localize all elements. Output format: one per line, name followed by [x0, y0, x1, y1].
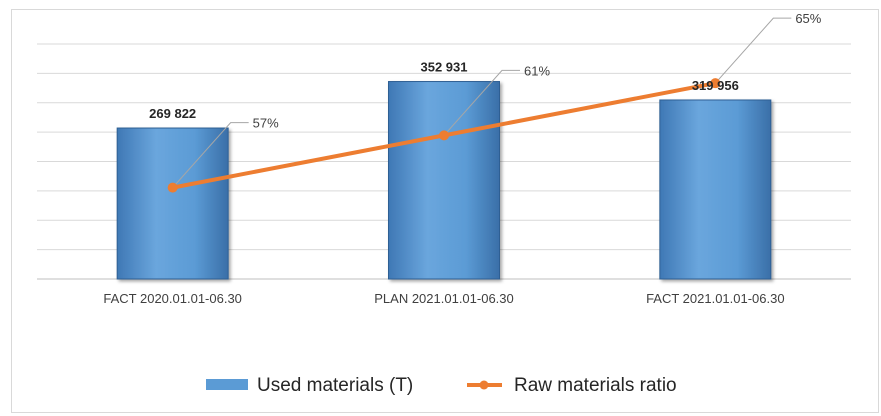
- line-value-label: 57%: [253, 116, 279, 131]
- leader-line: [714, 17, 792, 84]
- legend-swatch-bars: [206, 379, 248, 390]
- line-series: [167, 78, 721, 193]
- legend: Used materials (T) Raw materials ratio: [206, 375, 677, 396]
- bar: [388, 81, 500, 280]
- bar-value-label: 352 931: [421, 60, 468, 75]
- x-axis-ticks: FACT 2020.01.01-06.30 PLAN 2021.01.01-06.…: [103, 291, 784, 306]
- x-tick-label: PLAN 2021.01.01-06.30: [374, 291, 514, 306]
- legend-swatch-marker: [479, 380, 489, 390]
- legend-label-bars: Used materials (T): [257, 375, 413, 396]
- line-value-label: 65%: [795, 11, 821, 26]
- line-value-label: 61%: [524, 63, 550, 78]
- bar-value-label: 319 956: [692, 78, 739, 93]
- x-tick-label: FACT 2020.01.01-06.30: [103, 291, 242, 306]
- bar: [116, 127, 229, 280]
- x-tick-label: FACT 2021.01.01-06.30: [646, 291, 785, 306]
- bar-value-label: 269 822: [149, 106, 196, 121]
- data-labels: 269 822 57% 352 931 61% 319 956 65%: [149, 11, 822, 130]
- bar-series: [116, 81, 772, 280]
- leader-lines: [172, 17, 792, 188]
- line-marker: [710, 78, 721, 89]
- legend-label-line: Raw materials ratio: [514, 375, 677, 396]
- leader-line: [172, 122, 249, 188]
- leader-line: [443, 69, 520, 136]
- line-marker: [439, 130, 449, 141]
- bar: [659, 99, 772, 280]
- line-marker: [167, 182, 178, 193]
